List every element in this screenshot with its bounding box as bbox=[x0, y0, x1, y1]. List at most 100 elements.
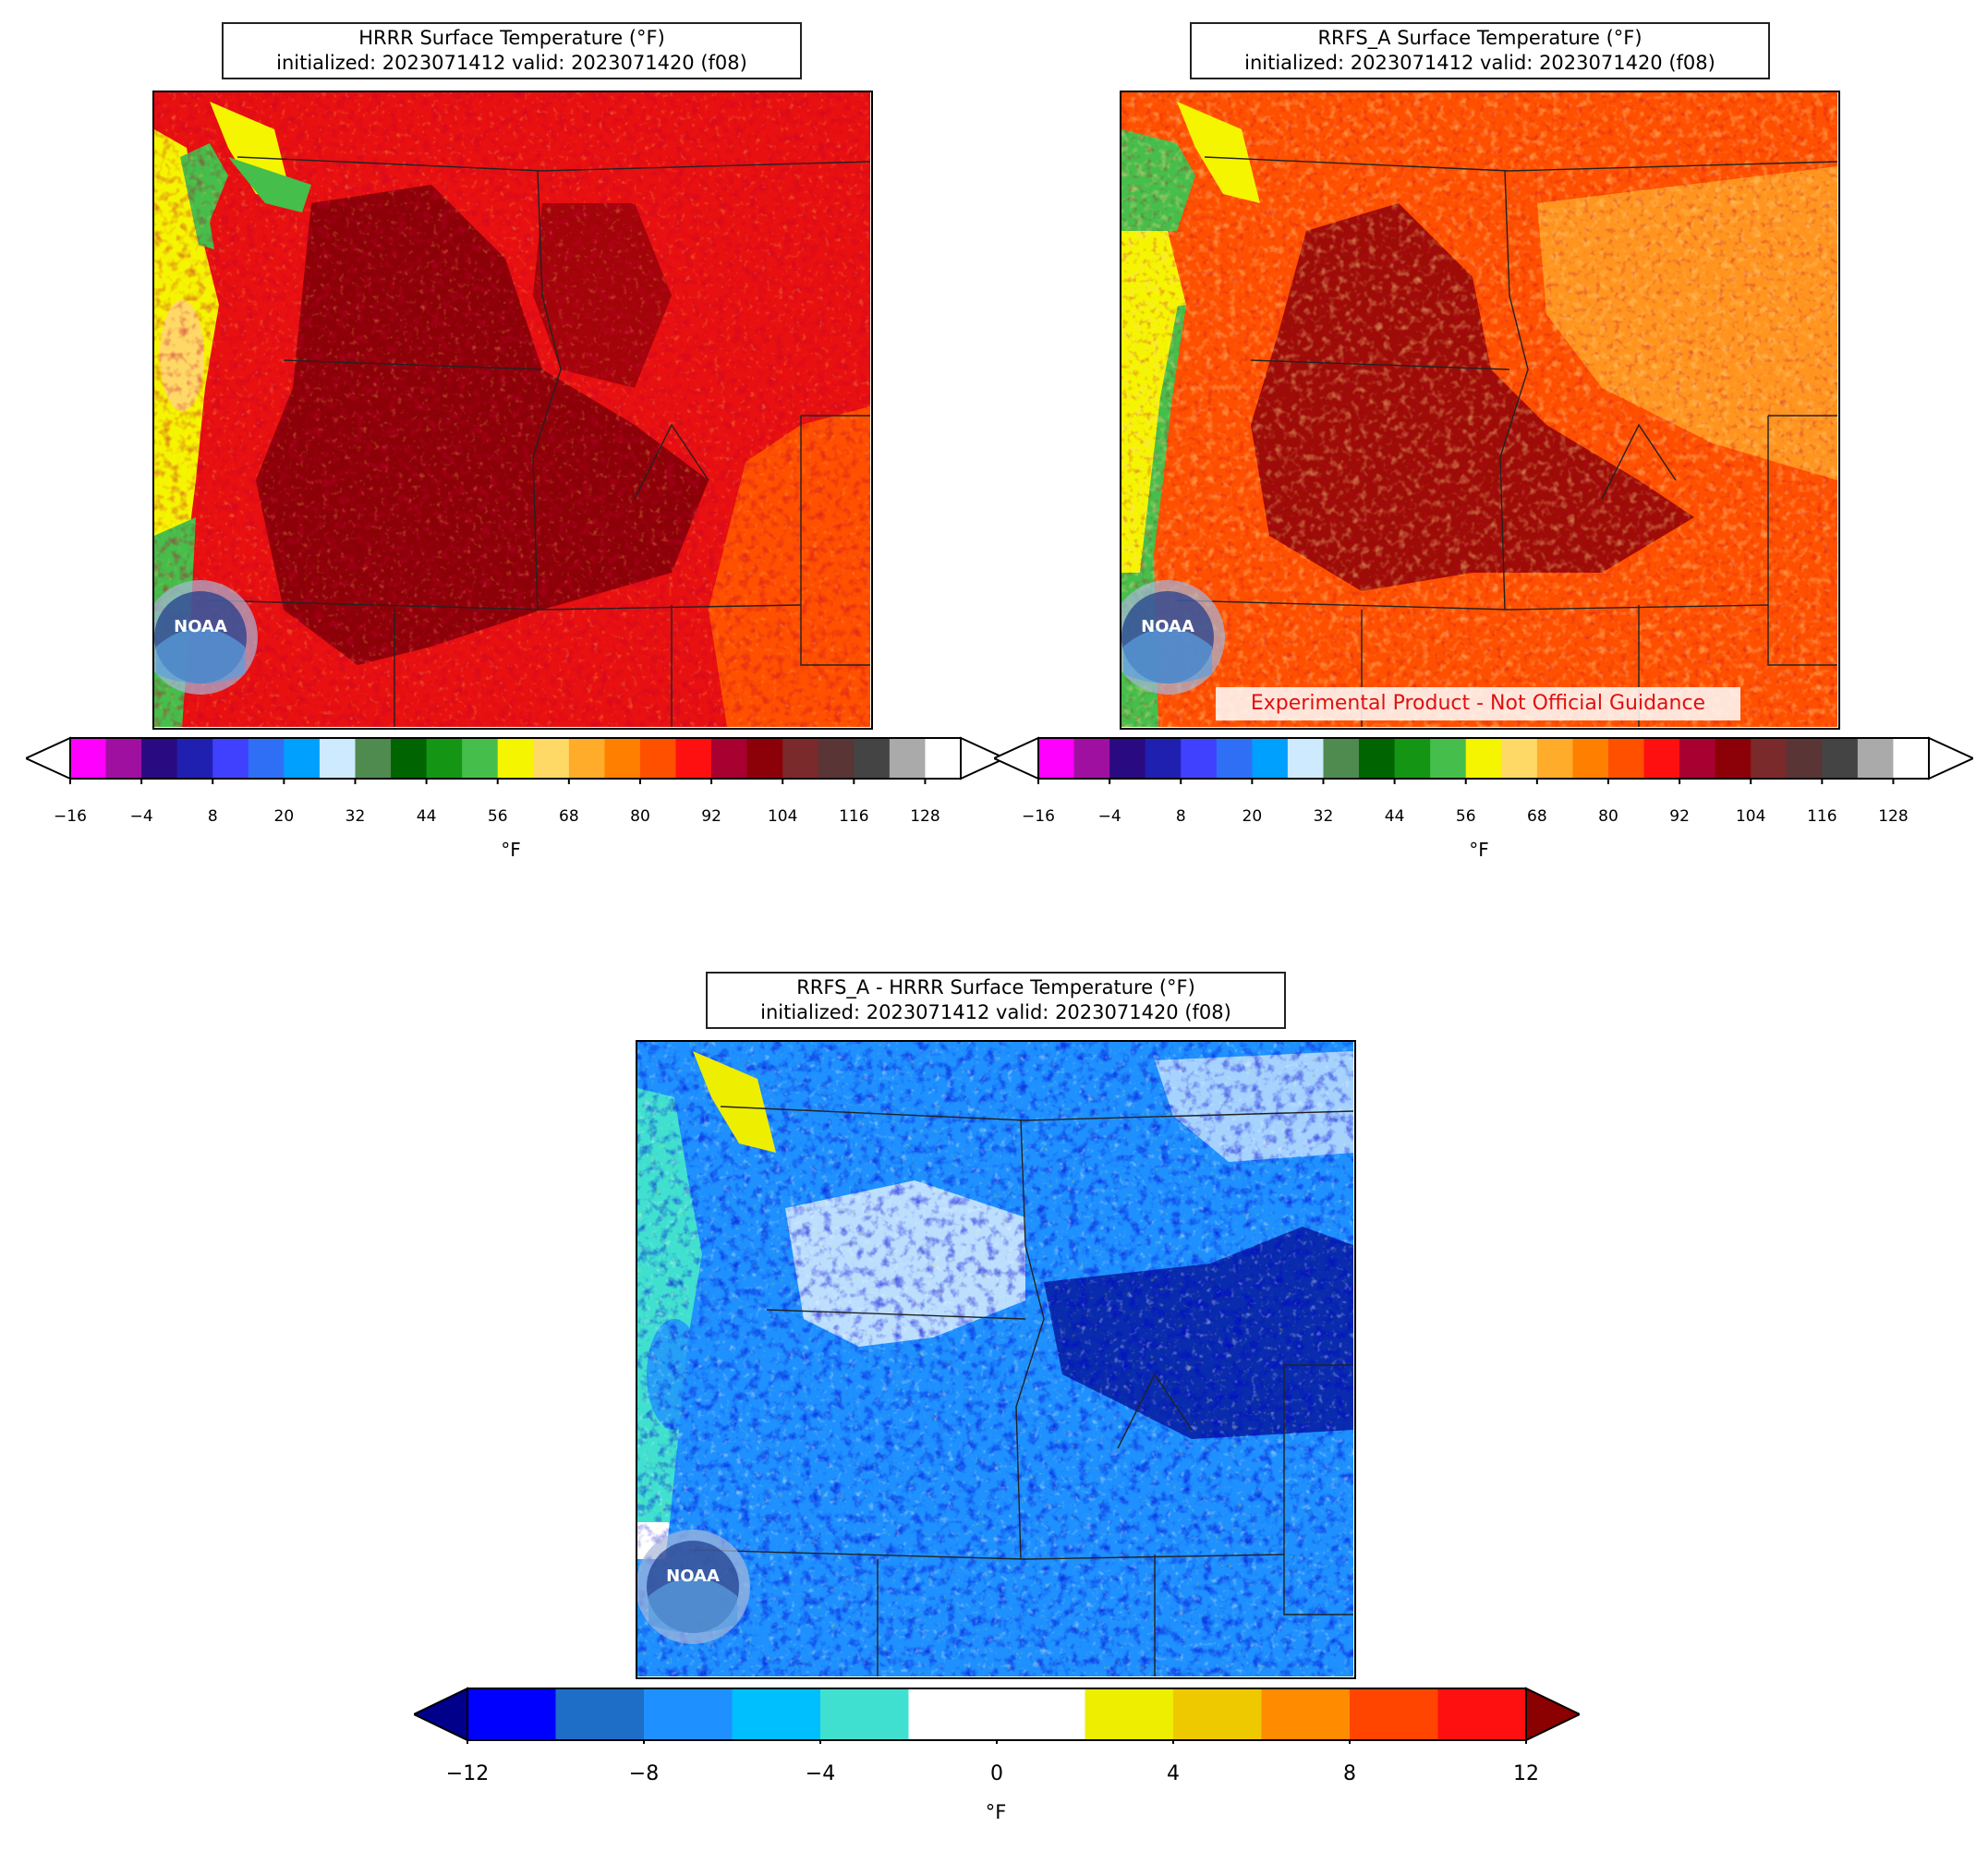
hrrr-colorbar-under-arrow bbox=[26, 736, 71, 780]
rrfs-colorbar-tick-label: 104 bbox=[1735, 807, 1766, 826]
rrfs-colorbar-tick-label: 44 bbox=[1384, 807, 1405, 826]
hrrr-colorbar-cell bbox=[462, 738, 499, 779]
diff-colorbar-cell bbox=[1350, 1688, 1438, 1740]
diff-colorbar-tick-label: −12 bbox=[445, 1762, 490, 1785]
diff-title-line1: RRFS_A - HRRR Surface Temperature (°F) bbox=[796, 976, 1195, 998]
rrfs-colorbar-cell bbox=[1465, 738, 1502, 779]
diff-colorbar-cell bbox=[997, 1688, 1085, 1740]
diff-colorbar-cell bbox=[555, 1688, 645, 1740]
hrrr-colorbar-tick-label: 32 bbox=[345, 807, 366, 826]
rrfs-colorbar-cell bbox=[1679, 738, 1716, 779]
hrrr-colorbar-tick-label: 44 bbox=[416, 807, 437, 826]
rrfs-colorbar-tick-label: 116 bbox=[1807, 807, 1837, 826]
rrfs-colorbar-cell bbox=[1857, 738, 1894, 779]
diff-colorbar-tick-label: −8 bbox=[628, 1762, 660, 1785]
diff-colorbar-unit: °F bbox=[985, 1801, 1007, 1823]
hrrr-colorbar-tick-label: −16 bbox=[54, 807, 87, 826]
diff-colorbar-tick-label: 8 bbox=[1343, 1762, 1356, 1785]
rrfs-colorbar-unit: °F bbox=[1469, 839, 1489, 861]
diff-map[interactable]: NOAA bbox=[636, 1040, 1356, 1679]
hrrr-title: HRRR Surface Temperature (°F) initialize… bbox=[222, 22, 802, 79]
diff-colorbar-over-arrow bbox=[1525, 1687, 1580, 1742]
diff-colorbar-cell bbox=[732, 1688, 821, 1740]
rrfs-colorbar-tick-label: 92 bbox=[1669, 807, 1690, 826]
hrrr-colorbar-tick-label: 104 bbox=[767, 807, 798, 826]
rrfs-colorbar-cell bbox=[1501, 738, 1538, 779]
rrfs-colorbar-cell bbox=[1038, 738, 1075, 779]
hrrr-colorbar-cell bbox=[854, 738, 891, 779]
hrrr-map[interactable]: NOAA bbox=[152, 91, 873, 730]
rrfs-colorbar-cell bbox=[1073, 738, 1110, 779]
diff-colorbar-cell bbox=[1085, 1688, 1174, 1740]
diff-colorbar bbox=[414, 1687, 1580, 1744]
hrrr-colorbar-cell bbox=[248, 738, 285, 779]
diff-puget-sound bbox=[693, 1051, 776, 1153]
rrfs-title-line2: initialized: 2023071412 valid: 202307142… bbox=[1244, 52, 1715, 74]
hrrr-colorbar-cell bbox=[141, 738, 178, 779]
hrrr-colorbar-cell bbox=[675, 738, 712, 779]
rrfs-colorbar-cell bbox=[1323, 738, 1360, 779]
hrrr-colorbar-cell bbox=[105, 738, 142, 779]
hrrr-colorbar bbox=[26, 736, 1005, 784]
rrfs-title-line1: RRFS_A Surface Temperature (°F) bbox=[1317, 27, 1643, 49]
diff-colorbar-tick-label: −4 bbox=[805, 1762, 836, 1785]
hrrr-noaa-logo-text: NOAA bbox=[174, 617, 227, 636]
diff-colorbar-cell bbox=[908, 1688, 998, 1740]
hrrr-colorbar-cell bbox=[70, 738, 107, 779]
hrrr-colorbar-tick-label: 116 bbox=[839, 807, 869, 826]
hrrr-colorbar-unit: °F bbox=[501, 839, 521, 861]
diff-colorbar-under-arrow bbox=[414, 1687, 468, 1742]
rrfs-colorbar-cell bbox=[1643, 738, 1680, 779]
hrrr-colorbar-cell bbox=[391, 738, 428, 779]
rrfs-colorbar-cell bbox=[1216, 738, 1253, 779]
rrfs-colorbar-tick-label: 20 bbox=[1242, 807, 1263, 826]
diff-colorbar-cell bbox=[1173, 1688, 1262, 1740]
hrrr-colorbar-tick-label: 20 bbox=[273, 807, 295, 826]
rrfs-colorbar-cell bbox=[1572, 738, 1609, 779]
hrrr-noaa-logo: NOAA bbox=[154, 580, 258, 695]
rrfs-colorbar-tick-label: 32 bbox=[1313, 807, 1334, 826]
rrfs-colorbar-cell bbox=[1145, 738, 1182, 779]
diff-colorbar-tick-label: 0 bbox=[990, 1762, 1003, 1785]
hrrr-colorbar-cell bbox=[355, 738, 392, 779]
rrfs-colorbar-tick-label: −4 bbox=[1097, 807, 1121, 826]
rrfs-map[interactable]: NOAA bbox=[1120, 91, 1840, 730]
diff-title-line2: initialized: 2023071412 valid: 202307142… bbox=[760, 1001, 1231, 1023]
diff-noaa-logo: NOAA bbox=[637, 1530, 750, 1644]
hrrr-colorbar-cell bbox=[604, 738, 641, 779]
diff-state-borders bbox=[692, 1106, 1353, 1676]
rrfs-colorbar-tick-label: 8 bbox=[1175, 807, 1186, 826]
hrrr-colorbar-tick-label: 80 bbox=[630, 807, 650, 826]
hrrr-colorbar-cell bbox=[782, 738, 819, 779]
rrfs-colorbar-cell bbox=[1109, 738, 1146, 779]
hrrr-colorbar-cell bbox=[639, 738, 677, 779]
rrfs-colorbar-cell bbox=[1893, 738, 1930, 779]
rrfs-colorbar-tick-label: 68 bbox=[1527, 807, 1547, 826]
diff-colorbar-cell bbox=[644, 1688, 733, 1740]
rrfs-colorbar-cell bbox=[1822, 738, 1859, 779]
diff-title: RRFS_A - HRRR Surface Temperature (°F) i… bbox=[706, 972, 1286, 1029]
diff-colorbar-tick-label: 12 bbox=[1513, 1762, 1539, 1785]
hrrr-colorbar-cell bbox=[711, 738, 748, 779]
rrfs-colorbar-cell bbox=[1715, 738, 1752, 779]
rrfs-colorbar-tick-label: 56 bbox=[1455, 807, 1476, 826]
hrrr-state-borders bbox=[209, 156, 870, 727]
hrrr-colorbar-cell bbox=[925, 738, 962, 779]
rrfs-puget-sound bbox=[1177, 102, 1260, 203]
rrfs-noaa-logo-text: NOAA bbox=[1141, 617, 1194, 636]
hrrr-colorbar-tick-label: 56 bbox=[487, 807, 508, 826]
hrrr-colorbar-tick-label: 68 bbox=[559, 807, 579, 826]
hrrr-colorbar-cell bbox=[533, 738, 570, 779]
hrrr-colorbar-cell bbox=[818, 738, 855, 779]
rrfs-colorbar-cell bbox=[1287, 738, 1324, 779]
rrfs-noaa-logo: NOAA bbox=[1121, 580, 1225, 695]
rrfs-colorbar-cell bbox=[1751, 738, 1788, 779]
diff-colorbar-tick-label: 4 bbox=[1167, 1762, 1180, 1785]
rrfs-colorbar-under-arrow bbox=[994, 736, 1039, 780]
hrrr-colorbar-cell bbox=[319, 738, 356, 779]
rrfs-colorbar-cell bbox=[1536, 738, 1573, 779]
rrfs-colorbar-cell bbox=[1181, 738, 1218, 779]
hrrr-title-line1: HRRR Surface Temperature (°F) bbox=[358, 27, 665, 49]
rrfs-colorbar-cell bbox=[1359, 738, 1396, 779]
hrrr-title-line2: initialized: 2023071412 valid: 202307142… bbox=[276, 52, 747, 74]
